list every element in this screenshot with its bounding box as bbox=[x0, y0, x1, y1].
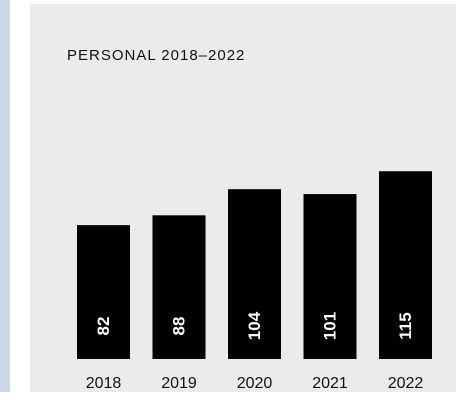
x-tick-label-2020: 2020 bbox=[237, 375, 273, 392]
bar-value-label-2019: 88 bbox=[170, 317, 189, 336]
bar-2022 bbox=[379, 171, 432, 359]
bar-value-label-2022: 115 bbox=[396, 312, 415, 339]
x-tick-label-2021: 2021 bbox=[312, 375, 348, 392]
x-tick-label-2022: 2022 bbox=[388, 375, 424, 392]
bar-2019 bbox=[152, 215, 206, 359]
bar-2020 bbox=[228, 189, 281, 359]
bar-value-label-2018: 82 bbox=[94, 317, 113, 336]
chart-title: PERSONAL 2018–2022 bbox=[67, 47, 246, 64]
bar-2018 bbox=[77, 225, 130, 359]
x-tick-label-2019: 2019 bbox=[161, 375, 197, 392]
bar-2021 bbox=[303, 194, 357, 359]
x-tick-label-2018: 2018 bbox=[86, 375, 122, 392]
bar-value-label-2020: 104 bbox=[245, 311, 264, 340]
left-accent-rule bbox=[0, 0, 10, 392]
bar-value-label-2021: 101 bbox=[321, 312, 340, 340]
